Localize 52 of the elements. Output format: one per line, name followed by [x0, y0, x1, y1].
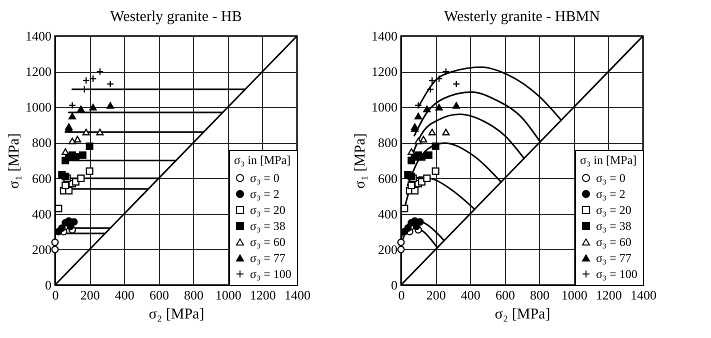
y-tick-label: 0	[391, 278, 398, 292]
legend-label: σ₃ = 100	[596, 267, 638, 281]
y-tick-label: 600	[32, 170, 52, 186]
legend-label: σ₃ = 20	[596, 203, 632, 217]
x-tick-label: 1400	[284, 288, 310, 302]
y-tick-label: 600	[378, 170, 398, 186]
x-axis-title: σ₂ [MPa]	[148, 306, 204, 322]
y-axis-title: σ₁ [MPa]	[6, 133, 22, 189]
x-tick-label: 200	[80, 288, 100, 302]
x-tick-label: 1400	[630, 288, 656, 302]
y-tick-label: 400	[32, 206, 52, 222]
x-tick-label: 1000	[215, 288, 242, 302]
legend-label: σ₃ = 2	[250, 187, 280, 201]
legend-label: σ₃ = 100	[250, 267, 292, 281]
legend-label: σ₃ = 38	[250, 219, 286, 233]
legend-label: σ₃ = 60	[596, 235, 632, 249]
x-axis-title: σ₂ [MPa]	[494, 306, 550, 322]
legend-label: σ₃ = 20	[250, 203, 286, 217]
y-tick-label: 1000	[26, 100, 52, 115]
x-tick-label: 1200	[250, 288, 276, 302]
legend-title: σ₃ in [MPa]	[234, 153, 291, 167]
chart-title: Westerly granite - HB	[110, 9, 242, 25]
legend-label: σ₃ = 0	[250, 171, 280, 185]
y-tick-label: 1400	[372, 28, 398, 44]
chart-title: Westerly granite - HBMN	[444, 9, 600, 25]
y-tick-label: 200	[378, 242, 398, 257]
x-tick-label: 1000	[561, 288, 588, 302]
x-tick-label: 1200	[596, 288, 622, 302]
legend-label: σ₃ = 38	[596, 219, 632, 233]
legend-label: σ₃ = 77	[250, 251, 286, 265]
y-tick-label: 400	[378, 206, 398, 222]
x-tick-label: 200	[426, 288, 446, 302]
legend-label: σ₃ = 60	[250, 235, 286, 249]
y-tick-label: 800	[378, 135, 398, 150]
legend-label: σ₃ = 0	[596, 171, 626, 185]
x-tick-label: 400	[114, 288, 134, 302]
y-tick-label: 200	[32, 242, 52, 257]
y-tick-label: 1200	[26, 64, 52, 80]
x-tick-label: 600	[495, 288, 515, 302]
y-axis-title: σ₁ [MPa]	[352, 133, 368, 189]
y-tick-label: 800	[32, 135, 52, 150]
x-tick-label: 600	[149, 288, 169, 302]
y-tick-label: 1200	[372, 64, 398, 80]
y-tick-label: 1400	[26, 28, 52, 44]
x-tick-label: 800	[184, 288, 204, 302]
x-tick-label: 400	[460, 288, 480, 302]
y-tick-label: 0	[45, 278, 52, 292]
x-tick-label: 800	[530, 288, 550, 302]
legend-label: σ₃ = 2	[596, 187, 626, 201]
legend-label: σ₃ = 77	[596, 251, 632, 265]
legend-title: σ₃ in [MPa]	[580, 153, 637, 167]
y-tick-label: 1000	[372, 100, 398, 115]
